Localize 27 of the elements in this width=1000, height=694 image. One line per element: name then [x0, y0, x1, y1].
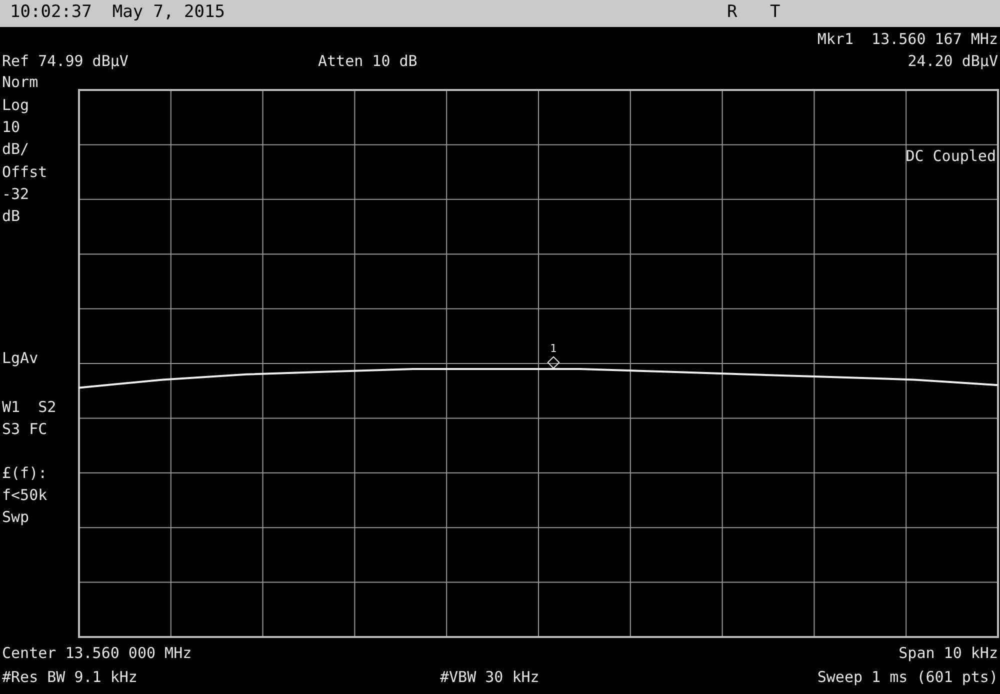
text: W1 S2	[2, 398, 56, 416]
text: 24.20 dBµV	[908, 52, 998, 70]
text: Span 10 kHz	[898, 644, 998, 662]
text: f<50k	[2, 486, 48, 504]
chart-title: 10:02:37 May 7, 2015	[10, 2, 225, 22]
text: #Res BW 9.1 kHz	[2, 668, 138, 686]
text: dB	[2, 207, 20, 225]
text: Norm	[2, 73, 38, 91]
text: LgAv	[2, 349, 38, 367]
text: Center 13.560 000 MHz	[2, 644, 192, 662]
text: DC Coupled	[906, 147, 996, 165]
text: Offst	[2, 163, 48, 181]
text: S3 FC	[2, 420, 48, 438]
text: R	[727, 2, 738, 22]
text: Atten 10 dB	[318, 52, 418, 70]
text: £(f):	[2, 464, 48, 482]
text: 10	[2, 118, 20, 136]
text: Ref 74.99 dBµV	[2, 52, 128, 70]
text: Swp	[2, 508, 30, 526]
text: -32	[2, 185, 30, 203]
text: 1	[550, 342, 557, 355]
text: Sweep 1 ms (601 pts)	[817, 668, 998, 686]
text: #VBW 30 kHz	[440, 668, 540, 686]
text: dB/	[2, 140, 30, 158]
text: T	[770, 2, 780, 22]
text: Mkr1 13.560 167 MHz	[817, 30, 998, 48]
text: Log	[2, 96, 30, 114]
